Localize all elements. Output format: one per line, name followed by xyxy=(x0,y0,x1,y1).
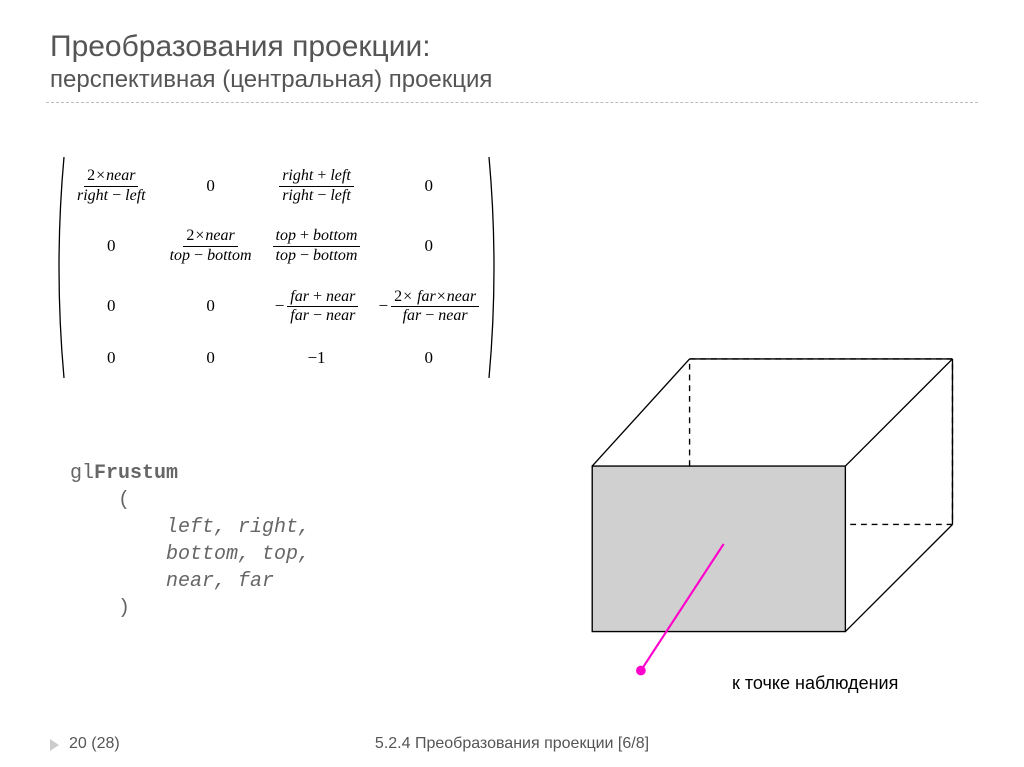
diagram-annotation: к точке наблюдения xyxy=(732,673,898,694)
matrix-cell: 2×neartop − bottom xyxy=(167,227,255,265)
matrix-body: 2×nearright − left 0 right + leftright −… xyxy=(66,155,487,380)
matrix-cell: 0 xyxy=(425,176,434,196)
matrix-cell: 0 xyxy=(107,236,116,256)
footer-section: 5.2.4 Преобразования проекции [6/8] xyxy=(0,735,1024,753)
paren-left xyxy=(52,155,66,380)
code-arg: bottom, top, xyxy=(166,543,310,566)
matrix-cell: 0 xyxy=(425,236,434,256)
matrix-cell: 0 xyxy=(425,348,434,368)
paren-right xyxy=(487,155,501,380)
matrix-cell: 0 xyxy=(107,348,116,368)
matrix-cell: −far + nearfar − near xyxy=(275,288,359,326)
code-block: glFrustum ( left, right, bottom, top, ne… xyxy=(70,460,310,622)
matrix-cell: 0 xyxy=(107,296,116,316)
code-fn-name: Frustum xyxy=(94,462,178,485)
projection-matrix: 2×nearright − left 0 right + leftright −… xyxy=(52,155,501,380)
matrix-cell: −2× far×nearfar − near xyxy=(378,288,479,326)
code-fn-prefix: gl xyxy=(70,462,94,485)
matrix-cell: 2×nearright − left xyxy=(74,167,149,205)
matrix-cell: −1 xyxy=(307,348,325,368)
code-close: ) xyxy=(118,597,130,620)
matrix-cell: 0 xyxy=(206,296,215,316)
title-main: Преобразования проекции: xyxy=(50,30,974,64)
title-block: Преобразования проекции: перспективная (… xyxy=(50,30,974,94)
matrix-cell: 0 xyxy=(206,176,215,196)
frustum-diagram: к точке наблюдения xyxy=(518,320,978,690)
code-arg: left, right, xyxy=(166,516,310,539)
matrix-cell: top + bottomtop − bottom xyxy=(273,227,361,265)
title-divider xyxy=(46,102,978,103)
matrix-cell: right + leftright − left xyxy=(279,167,354,205)
code-open: ( xyxy=(118,489,130,512)
code-arg: near, far xyxy=(166,570,274,593)
title-sub: перспективная (центральная) проекция xyxy=(50,66,974,94)
slide-footer: 20 (28) 5.2.4 Преобразования проекции [6… xyxy=(0,735,1024,753)
matrix-cell: 0 xyxy=(206,348,215,368)
